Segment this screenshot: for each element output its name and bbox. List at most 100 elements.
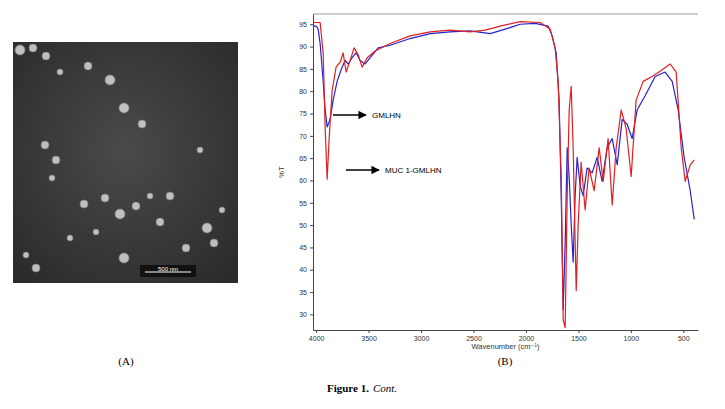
x-tick-label: 3500 bbox=[361, 335, 377, 342]
particle bbox=[132, 202, 140, 210]
x-tick-label: 2500 bbox=[466, 335, 482, 342]
y-tick-label: 60 bbox=[299, 177, 307, 184]
y-tick: 90 bbox=[299, 43, 313, 50]
particle bbox=[182, 244, 190, 252]
annotation-arrow bbox=[333, 114, 366, 115]
particle bbox=[80, 200, 88, 208]
x-tick-mark bbox=[631, 330, 632, 333]
y-tick-label: 40 bbox=[299, 266, 307, 273]
panel-label: (B) bbox=[498, 355, 513, 368]
spectrum-line bbox=[313, 22, 694, 328]
panel-a: 500 nm bbox=[13, 42, 238, 283]
y-tick-label: 45 bbox=[299, 244, 307, 251]
y-tick-label: 70 bbox=[299, 133, 307, 140]
y-tick-mark bbox=[310, 114, 313, 115]
particle bbox=[115, 209, 125, 219]
panel-b: 4000350030002500200015001000500303540455… bbox=[277, 14, 699, 351]
y-tick-label: 65 bbox=[299, 155, 307, 162]
y-tick-label: 50 bbox=[299, 222, 307, 229]
x-axis-title: Wavenumber (cm⁻¹) bbox=[472, 342, 540, 351]
scale-bar-label: 500 nm bbox=[158, 266, 178, 272]
x-tick-mark bbox=[369, 330, 370, 333]
x-tick: 3000 bbox=[414, 330, 430, 342]
y-tick-mark bbox=[310, 69, 313, 70]
x-axis-line bbox=[314, 330, 699, 331]
y-tick: 40 bbox=[299, 266, 313, 273]
y-tick-mark bbox=[310, 180, 313, 181]
x-tick: 1000 bbox=[624, 330, 640, 342]
y-tick-mark bbox=[310, 158, 313, 159]
particle bbox=[52, 156, 60, 164]
caption: Figure 1. Cont. bbox=[327, 382, 397, 394]
y-tick-mark bbox=[310, 91, 313, 92]
particle bbox=[57, 69, 63, 75]
plot-area bbox=[313, 22, 694, 328]
x-tick-mark bbox=[316, 330, 317, 333]
y-tick: 80 bbox=[299, 88, 313, 95]
spectrum-line bbox=[313, 23, 694, 309]
annotations: GMLHN MUC 1-GMLHN bbox=[333, 111, 442, 175]
scale-bar-box bbox=[140, 265, 196, 277]
particle bbox=[156, 218, 164, 226]
x-tick-mark bbox=[474, 330, 475, 333]
frame-top bbox=[313, 14, 698, 15]
y-tick-mark bbox=[310, 225, 313, 226]
particle bbox=[101, 194, 109, 202]
particle bbox=[32, 264, 40, 272]
particle bbox=[93, 229, 99, 235]
particle bbox=[119, 103, 129, 113]
x-tick: 4000 bbox=[309, 330, 325, 342]
y-tick-label: 95 bbox=[299, 21, 307, 28]
y-tick: 85 bbox=[299, 66, 313, 73]
y-tick-mark bbox=[310, 314, 313, 315]
y-tick: 55 bbox=[299, 200, 313, 207]
particle bbox=[202, 223, 212, 233]
y-axis-line bbox=[313, 15, 314, 331]
annotation-arrow bbox=[346, 169, 379, 170]
particle bbox=[84, 62, 92, 70]
annotation-label: MUC 1-GMLHN bbox=[385, 166, 442, 175]
particle bbox=[138, 120, 146, 128]
y-tick-mark bbox=[310, 24, 313, 25]
x-tick: 2500 bbox=[466, 330, 482, 342]
x-tick: 500 bbox=[678, 330, 690, 342]
y-axis-title: %T bbox=[277, 166, 286, 178]
particle bbox=[210, 239, 218, 247]
x-tick: 3500 bbox=[361, 330, 377, 342]
figure: 500 nm4000350030002500200015001000500303… bbox=[0, 0, 725, 409]
micrograph bbox=[13, 42, 238, 283]
particle bbox=[197, 147, 203, 153]
particle bbox=[147, 193, 153, 199]
x-tick-label: 2000 bbox=[519, 335, 535, 342]
y-tick: 50 bbox=[299, 222, 313, 229]
y-tick-mark bbox=[310, 247, 313, 248]
x-tick-label: 500 bbox=[678, 335, 690, 342]
x-tick-mark bbox=[421, 330, 422, 333]
particle bbox=[23, 252, 29, 258]
y-tick-label: 80 bbox=[299, 88, 307, 95]
y-tick: 65 bbox=[299, 155, 313, 162]
y-tick-label: 55 bbox=[299, 200, 307, 207]
y-tick-label: 30 bbox=[299, 311, 307, 318]
y-tick-label: 75 bbox=[299, 110, 307, 117]
x-tick-label: 1000 bbox=[624, 335, 640, 342]
particle bbox=[119, 253, 129, 263]
x-axis: 4000350030002500200015001000500 bbox=[309, 330, 699, 342]
annotation-label: GMLHN bbox=[372, 111, 401, 120]
x-tick-mark bbox=[526, 330, 527, 333]
y-tick: 60 bbox=[299, 177, 313, 184]
y-tick-label: 35 bbox=[299, 289, 307, 296]
particle bbox=[41, 141, 49, 149]
y-tick-label: 90 bbox=[299, 43, 307, 50]
caption-label: Figure 1. bbox=[327, 382, 369, 394]
y-tick-mark bbox=[310, 203, 313, 204]
y-tick: 70 bbox=[299, 133, 313, 140]
particle bbox=[105, 75, 115, 85]
particle bbox=[15, 45, 25, 55]
y-tick-mark bbox=[310, 47, 313, 48]
caption-text: Cont. bbox=[373, 382, 397, 394]
y-tick-mark bbox=[310, 292, 313, 293]
y-tick: 30 bbox=[299, 311, 313, 318]
x-tick-mark bbox=[578, 330, 579, 333]
particle bbox=[42, 52, 50, 60]
